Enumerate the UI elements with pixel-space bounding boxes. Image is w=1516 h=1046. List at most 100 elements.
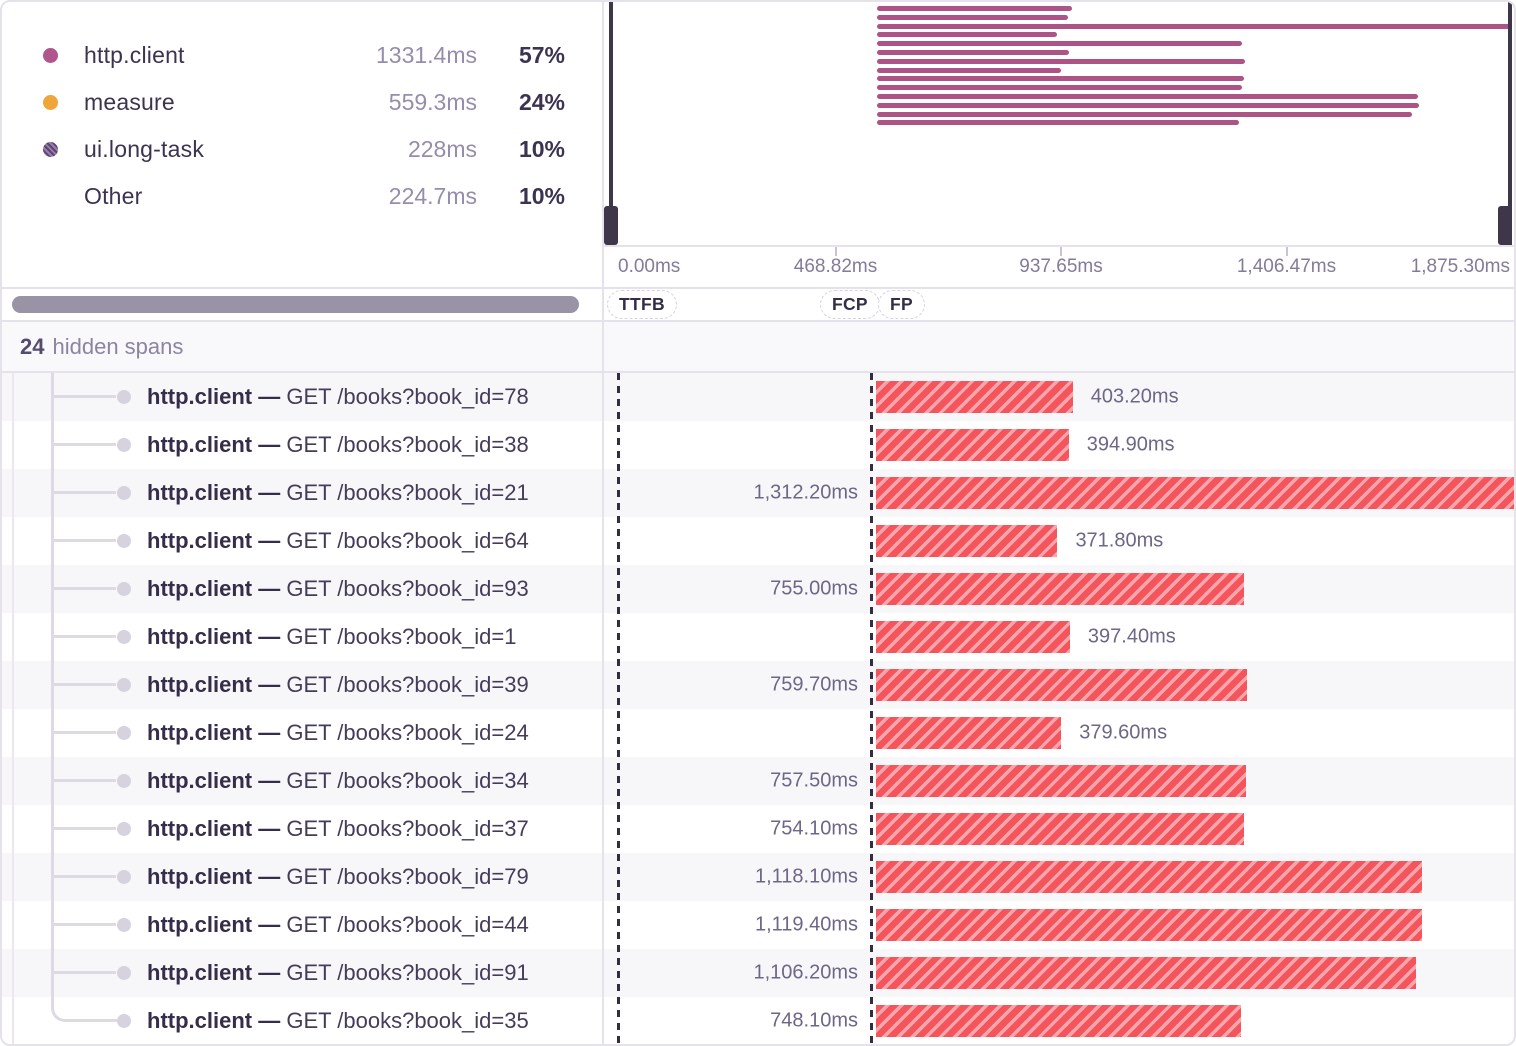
minimap-right-drag-handle[interactable] (1498, 206, 1512, 245)
span-name-label: http.client — GET /books?book_id=37 (147, 816, 529, 841)
axis-tick-label: 1,875.30ms (1410, 256, 1510, 277)
span-row[interactable]: http.client — GET /books?book_id=91 1,106… (2, 949, 1514, 997)
minimap-span-bar (877, 120, 1240, 126)
tree-connector-line (54, 827, 116, 830)
span-row[interactable]: http.client — GET /books?book_id=21 1,312… (2, 469, 1514, 517)
span-row[interactable]: http.client — GET /books?book_id=93 755.0… (2, 565, 1514, 613)
legend-item[interactable]: Other 224.7ms 10% (2, 173, 602, 220)
span-duration-label: 394.90ms (1086, 433, 1175, 456)
tree-node-dot-icon (117, 390, 131, 404)
tree-connector-line (54, 587, 116, 590)
tree-depth-guide (12, 373, 14, 1044)
vital-badge-fcp: FCP (820, 290, 880, 319)
tree-node-dot-icon (117, 534, 131, 548)
legend-duration-value: 228ms (407, 136, 477, 162)
minimap-span-bar (877, 14, 1069, 20)
hidden-spans-label: hidden spans (52, 333, 184, 359)
category-dot-icon (43, 142, 58, 157)
minimap-left-drag-handle[interactable] (604, 206, 618, 245)
tree-connector-line (54, 731, 116, 734)
tree-node-dot-icon (117, 918, 131, 932)
axis-tick-label: 0.00ms (618, 256, 681, 277)
legend-op-label: ui.long-task (84, 136, 205, 162)
span-row[interactable]: http.client — GET /books?book_id=34 757.5… (2, 757, 1514, 805)
time-axis: 0.00ms 468.82ms 937.65ms 1,406.47ms 1,875.30… (604, 247, 1514, 287)
span-row[interactable]: http.client — GET /books?book_id=64 371.8… (2, 517, 1514, 565)
span-row[interactable]: http.client — GET /books?book_id=35 748.1… (2, 997, 1514, 1044)
span-duration-label: 759.70ms (770, 673, 858, 696)
trace-minimap[interactable] (604, 2, 1514, 245)
span-name-label: http.client — GET /books?book_id=39 (147, 672, 529, 697)
axis-tick (1285, 247, 1288, 256)
span-duration-bar[interactable] (876, 573, 1245, 605)
legend-item[interactable]: measure 559.3ms 24% (2, 79, 602, 126)
span-duration-bar[interactable] (876, 621, 1070, 653)
tree-connector-line (54, 683, 116, 686)
panel-divider[interactable] (602, 2, 604, 1044)
span-row[interactable]: http.client — GET /books?book_id=39 759.7… (2, 661, 1514, 709)
span-duration-bar[interactable] (876, 525, 1058, 557)
tree-trunk-line (51, 373, 117, 1022)
span-duration-bar[interactable] (876, 909, 1423, 941)
span-row[interactable]: http.client — GET /books?book_id=78 403.2… (2, 373, 1514, 421)
span-duration-label: 754.10ms (770, 817, 858, 840)
tree-node-dot-icon (117, 822, 131, 836)
span-name-label: http.client — GET /books?book_id=44 (147, 912, 529, 937)
span-duration-bar[interactable] (876, 813, 1244, 845)
category-dot-icon (43, 48, 58, 63)
horizontal-scrollbar-thumb[interactable] (12, 296, 579, 313)
legend-op-label: measure (84, 89, 175, 115)
tree-connector-line (54, 875, 116, 878)
span-row[interactable]: http.client — GET /books?book_id=24 379.6… (2, 709, 1514, 757)
span-duration-bar[interactable] (876, 429, 1069, 461)
span-duration-bar[interactable] (876, 765, 1246, 797)
span-name-label: http.client — GET /books?book_id=93 (147, 576, 529, 601)
axis-tick (1060, 247, 1062, 256)
legend-item[interactable]: ui.long-task 228ms 10% (2, 126, 602, 173)
tree-node-dot-icon (117, 486, 131, 500)
hidden-spans-row[interactable]: 24 hidden spans (2, 322, 1514, 373)
minimap-window-left-edge[interactable] (609, 2, 613, 245)
ops-breakdown-legend: http.client 1331.4ms 57% measure 559.3ms 24% u… (2, 2, 602, 285)
span-name-label: http.client — GET /books?book_id=78 (147, 384, 529, 409)
span-name-label: http.client — GET /books?book_id=35 (147, 1008, 529, 1033)
minimap-window-right-edge[interactable] (1508, 2, 1512, 245)
span-duration-label: 403.20ms (1090, 385, 1179, 408)
span-name-label: http.client — GET /books?book_id=64 (147, 528, 529, 553)
span-row[interactable]: http.client — GET /books?book_id=38 394.9… (2, 421, 1514, 469)
span-name-label: http.client — GET /books?book_id=24 (147, 720, 529, 745)
span-duration-bar[interactable] (876, 861, 1422, 893)
minimap-span-bar (877, 102, 1419, 108)
span-row[interactable]: http.client — GET /books?book_id=1 397.40… (2, 613, 1514, 661)
span-row[interactable]: http.client — GET /books?book_id=79 1,118… (2, 853, 1514, 901)
vital-marker-line-fp (870, 373, 873, 1044)
legend-op-label: http.client (84, 42, 185, 68)
axis-tick-label: 468.82ms (793, 256, 878, 277)
vital-badge-ttfb: TTFB (607, 290, 677, 319)
span-duration-label: 397.40ms (1087, 625, 1176, 648)
span-duration-label: 755.00ms (770, 577, 858, 600)
span-row[interactable]: http.client — GET /books?book_id=44 1,119… (2, 901, 1514, 949)
span-duration-bar[interactable] (876, 1005, 1242, 1037)
span-name-label: http.client — GET /books?book_id=91 (147, 960, 529, 985)
span-name-label: http.client — GET /books?book_id=1 (147, 624, 517, 649)
span-duration-bar[interactable] (876, 957, 1416, 989)
span-duration-bar[interactable] (876, 669, 1247, 701)
span-list: http.client — GET /books?book_id=78 403.2… (2, 373, 1514, 1044)
span-name-label: http.client — GET /books?book_id=38 (147, 432, 529, 457)
tree-node-dot-icon (117, 630, 131, 644)
legend-duration-value: 224.7ms (388, 183, 477, 209)
span-duration-label: 371.80ms (1075, 529, 1164, 552)
legend-item[interactable]: http.client 1331.4ms 57% (2, 32, 602, 79)
legend-op-label: Other (84, 183, 143, 209)
span-duration-label: 1,312.20ms (753, 481, 858, 504)
span-duration-bar[interactable] (876, 717, 1062, 749)
axis-tick-label: 1,406.47ms (1236, 256, 1337, 277)
vital-marker-line-ttfb (617, 373, 620, 1044)
span-duration-bar[interactable] (876, 381, 1073, 413)
minimap-span-bar (877, 58, 1245, 64)
span-row[interactable]: http.client — GET /books?book_id=37 754.1… (2, 805, 1514, 853)
tree-connector-line (54, 443, 116, 446)
legend-percent-value: 10% (518, 136, 565, 162)
span-duration-bar[interactable] (876, 477, 1514, 509)
